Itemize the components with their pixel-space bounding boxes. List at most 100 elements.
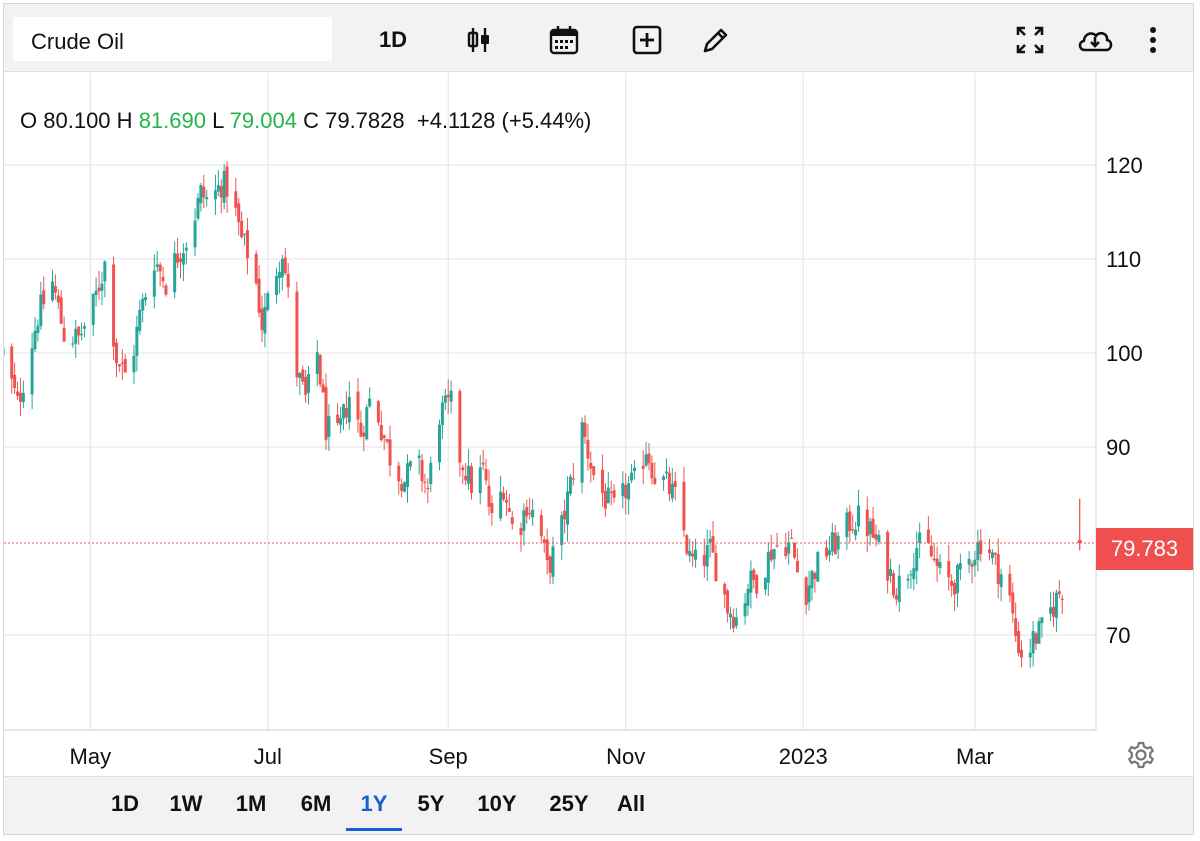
- candle-body: [795, 560, 799, 573]
- candle-body: [793, 542, 797, 558]
- candle-body: [298, 372, 302, 379]
- range-selector: 1D 1W 1M 6M 1Y 5Y 10Y 25Y All: [4, 776, 1193, 834]
- symbol-search-input[interactable]: [13, 17, 332, 61]
- candle-body: [705, 545, 709, 567]
- candle-body: [59, 297, 63, 324]
- widget-frame: [3, 3, 1194, 835]
- candle-body: [958, 563, 962, 570]
- x-tick-label: May: [70, 744, 112, 769]
- candle-body: [708, 539, 712, 543]
- candle-body: [600, 469, 604, 493]
- candle-body: [222, 171, 226, 203]
- candle-body: [563, 510, 567, 520]
- candle-body: [135, 326, 139, 356]
- candle-body: [1040, 617, 1044, 624]
- ohlc-open-label: O: [20, 108, 38, 133]
- candle-body: [568, 476, 572, 494]
- candle-body: [1037, 621, 1041, 644]
- add-indicator-button[interactable]: [627, 20, 667, 60]
- candle-body: [1020, 649, 1023, 658]
- candle-body: [909, 574, 913, 576]
- candle-body: [749, 570, 753, 593]
- candle-body: [443, 395, 447, 403]
- candle-body: [138, 309, 142, 331]
- y-tick-label: 100: [1106, 341, 1143, 366]
- candle-body: [449, 390, 453, 402]
- candle-body: [56, 295, 60, 303]
- ohlc-low-label: L: [212, 108, 224, 133]
- candle-body: [193, 220, 197, 248]
- candle-body: [158, 264, 162, 272]
- candle-body: [551, 546, 555, 577]
- candle-body: [987, 549, 991, 554]
- candle-body: [612, 490, 616, 498]
- range-button-6m[interactable]: 6M: [300, 791, 332, 816]
- candle-body: [627, 483, 631, 500]
- candle-body: [624, 484, 628, 499]
- price-chart[interactable]: May Jul Sep Nov 2023 Mar 120 110 100 90 70 O 80.10…: [4, 73, 1193, 775]
- candle-body: [152, 270, 156, 297]
- range-button-all[interactable]: All: [616, 791, 646, 816]
- candle-body: [603, 490, 607, 509]
- candle-body: [321, 384, 325, 393]
- chart-type-button[interactable]: [459, 20, 499, 60]
- candle-body: [184, 247, 188, 251]
- candle-body: [970, 564, 974, 567]
- candle-body: [405, 463, 409, 487]
- candle-body: [653, 477, 657, 484]
- last-price-tag: 79.783: [1096, 528, 1193, 570]
- candle-body: [827, 550, 831, 555]
- candle-body: [199, 185, 203, 204]
- candle-body: [539, 515, 543, 537]
- draw-button[interactable]: [696, 20, 736, 60]
- range-button-1d[interactable]: 1D: [110, 791, 140, 816]
- candle-body: [280, 259, 284, 278]
- date-range-button[interactable]: [544, 20, 584, 60]
- candle-body: [362, 432, 366, 437]
- candle-body: [219, 186, 223, 198]
- candle-body: [702, 554, 706, 566]
- candle-body: [906, 578, 910, 581]
- candle-body: [123, 359, 127, 373]
- candle-body: [1031, 631, 1035, 654]
- y-tick-label: 90: [1106, 435, 1130, 460]
- download-button[interactable]: [1072, 20, 1118, 60]
- more-options-button[interactable]: [1139, 20, 1167, 60]
- candle-body: [854, 529, 858, 536]
- range-button-10y[interactable]: 10Y: [477, 791, 517, 816]
- range-button-1w[interactable]: 1W: [169, 791, 203, 816]
- candle-body: [632, 467, 636, 472]
- chart-settings-button[interactable]: [1124, 738, 1158, 772]
- candle-body: [836, 535, 840, 550]
- candlestick-icon: [467, 28, 489, 52]
- candle-body: [667, 472, 671, 495]
- ohlc-high-value: 81.690: [138, 108, 206, 133]
- ohlc-open-value: 80.100: [43, 108, 111, 133]
- candle-body: [784, 547, 788, 557]
- candle-body: [830, 532, 834, 552]
- candle-body: [531, 509, 535, 518]
- candle-body: [397, 465, 401, 482]
- range-button-25y[interactable]: 25Y: [549, 791, 589, 816]
- candle-body: [694, 549, 698, 560]
- candle-body: [16, 391, 20, 396]
- candle-body: [213, 190, 217, 200]
- range-button-1m[interactable]: 1M: [235, 791, 267, 816]
- candle-body: [467, 465, 471, 484]
- candle-body: [365, 407, 369, 440]
- candle-body: [356, 391, 360, 420]
- ohlc-close-value: 79.7828: [325, 108, 405, 133]
- fullscreen-button[interactable]: [1010, 20, 1050, 60]
- candle-body: [729, 613, 732, 618]
- candle-body: [810, 570, 814, 589]
- range-button-1y[interactable]: 1Y: [346, 791, 402, 831]
- range-button-5y[interactable]: 5Y: [417, 791, 445, 816]
- candle-body: [470, 466, 474, 493]
- interval-button[interactable]: 1D: [378, 27, 408, 52]
- candle-body: [216, 185, 220, 192]
- candle-body: [918, 532, 922, 543]
- candle-body: [1011, 592, 1015, 614]
- candle-body: [816, 552, 820, 582]
- candle-body: [240, 220, 244, 238]
- candle-body: [589, 462, 593, 469]
